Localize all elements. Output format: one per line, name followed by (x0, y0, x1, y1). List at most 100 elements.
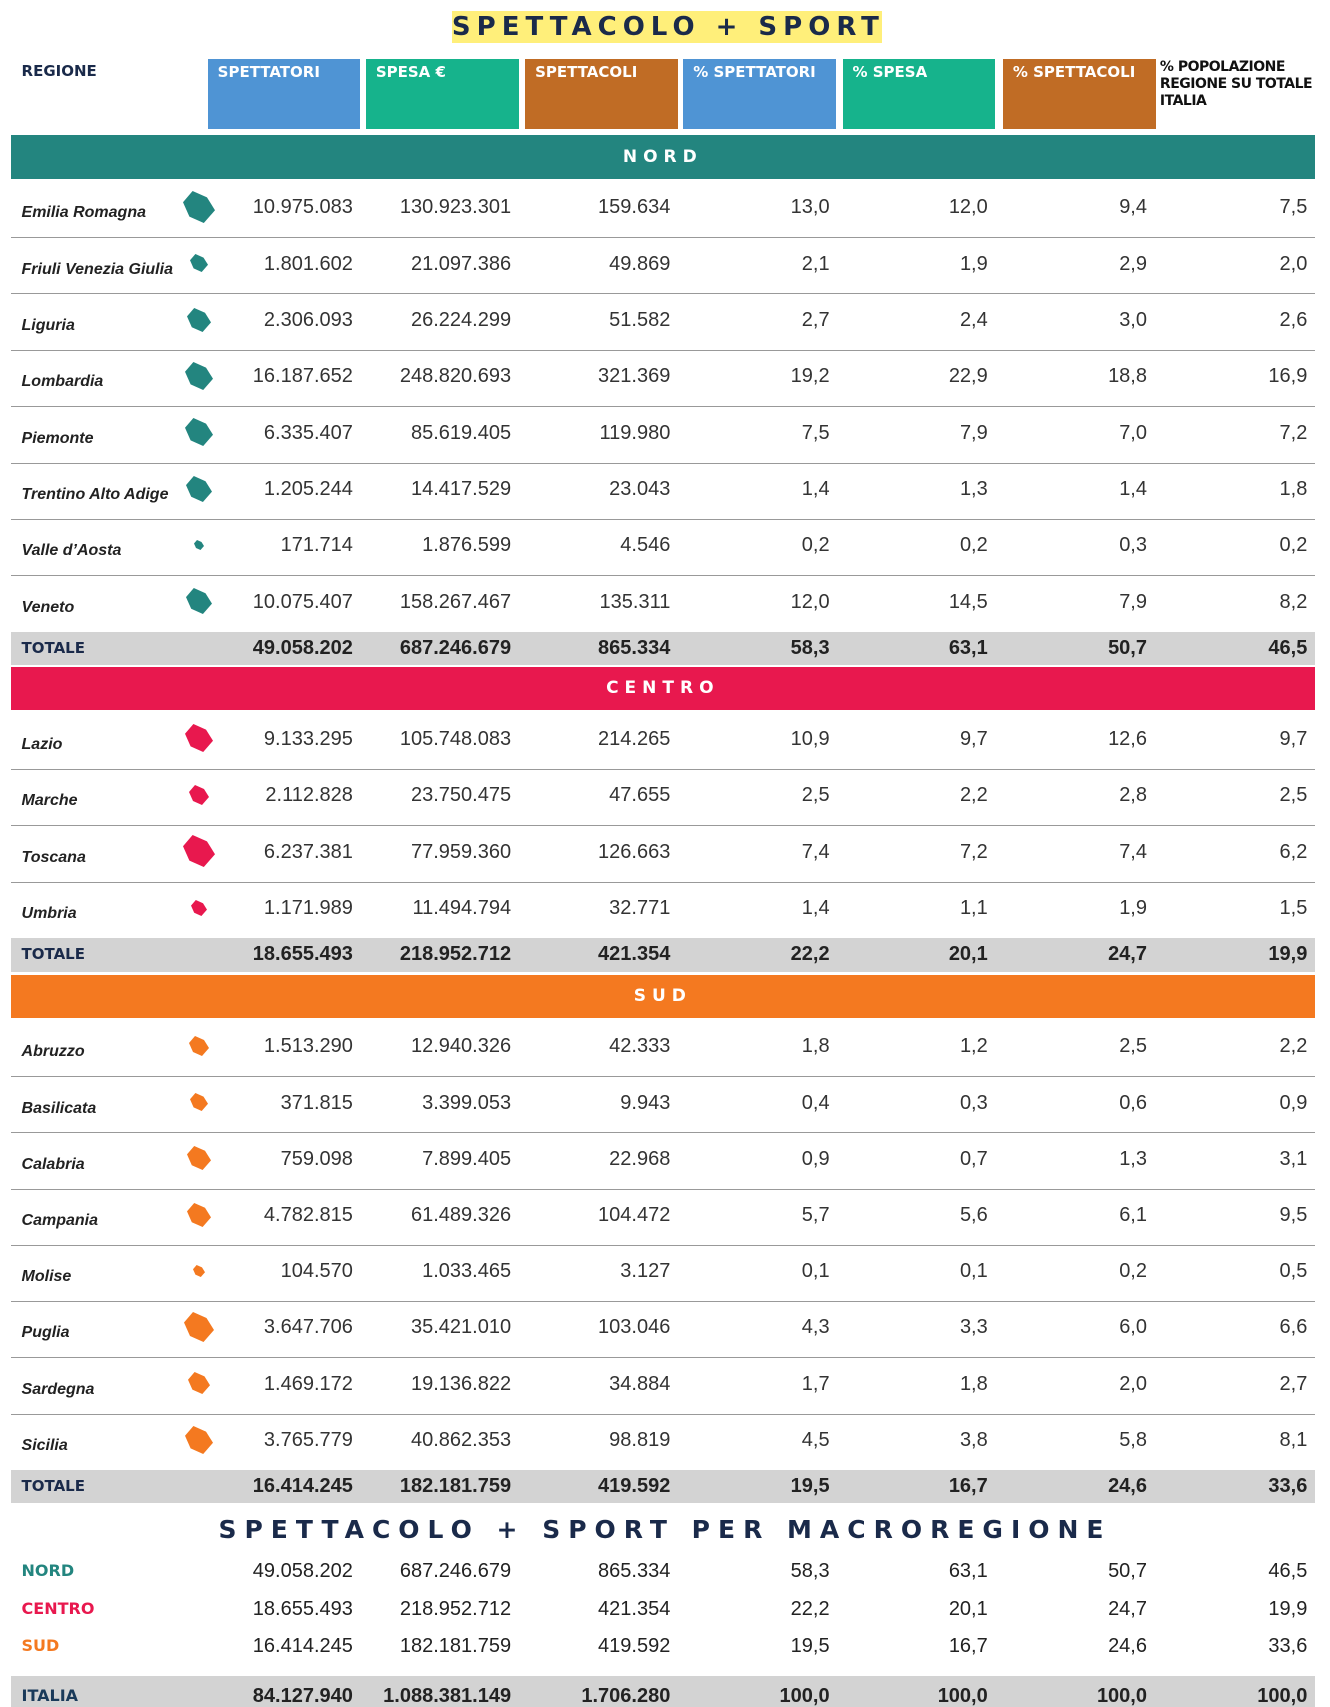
cell: 9.943 (620, 1091, 671, 1114)
summary-cell: 19,9 (1268, 1597, 1308, 1620)
region-map (186, 588, 213, 615)
total-cell: 24,6 (1108, 1474, 1147, 1497)
cell: 12,0 (948, 196, 988, 219)
cell: 7,2 (959, 840, 988, 863)
header-cell: SPETTATORI (207, 59, 361, 130)
cell: 5,6 (959, 1204, 988, 1227)
total-row (10, 631, 1315, 665)
cell: 214.265 (598, 727, 671, 750)
total-cell: 419.592 (598, 1474, 671, 1497)
cell: 9,7 (959, 727, 988, 750)
summary-cell: 46,5 (1268, 1559, 1308, 1582)
row-divider (10, 237, 1315, 239)
region-map (185, 418, 214, 447)
cell: 321.369 (598, 365, 671, 388)
cell: 0,6 (1119, 1091, 1147, 1114)
region-name: Abruzzo (21, 1043, 85, 1061)
summary-cell: 16.414.245 (252, 1635, 353, 1658)
cell: 32.771 (609, 897, 671, 920)
cell: 16.187.652 (252, 365, 353, 388)
summary-cell: 22,2 (790, 1597, 830, 1620)
total-cell: 421.354 (598, 943, 671, 966)
cell: 3,0 (1119, 308, 1147, 331)
region-map (193, 1264, 206, 1277)
header-cell: SPETTACOLI (525, 59, 678, 130)
cell: 2,7 (1279, 1372, 1308, 1395)
row-divider (10, 293, 1315, 295)
region-name: Friuli Venezia Giulia (21, 260, 173, 278)
total-row (10, 938, 1315, 972)
total-cell: 46,5 (1268, 636, 1308, 659)
region-map (190, 1093, 209, 1112)
row-divider (10, 575, 1315, 577)
row-divider (10, 1188, 1315, 1190)
summary-cell: 100,0 (779, 1684, 830, 1707)
cell: 2,5 (801, 784, 830, 807)
cell: 23.043 (609, 477, 671, 500)
cell: 7,9 (1119, 590, 1147, 613)
cell: 1.876.599 (422, 534, 512, 557)
summary-cell: 24,7 (1108, 1597, 1147, 1620)
cell: 10,9 (790, 727, 830, 750)
cell: 104.472 (598, 1204, 671, 1227)
cell: 40.862.353 (410, 1428, 512, 1451)
cell: 49.869 (609, 252, 671, 275)
cell: 103.046 (598, 1316, 671, 1339)
cell: 158.267.467 (399, 590, 512, 613)
cell: 7,9 (959, 421, 988, 444)
summary-cell: 19,5 (790, 1635, 830, 1658)
cell: 105.748.083 (399, 727, 512, 750)
region-map (194, 539, 205, 550)
region-name: Lombardia (21, 373, 104, 391)
region-name: Veneto (21, 598, 75, 616)
cell: 0,3 (959, 1091, 988, 1114)
region-name: Sardegna (21, 1380, 95, 1398)
cell: 19.136.822 (410, 1372, 512, 1395)
total-cell: 16,7 (948, 1474, 988, 1497)
total-cell: 49.058.202 (252, 636, 353, 659)
section-band: SUD (10, 974, 1315, 1018)
region-name: Sicilia (21, 1436, 68, 1454)
row-divider (10, 518, 1315, 520)
cell: 1.801.602 (263, 252, 353, 275)
cell: 0,2 (959, 534, 988, 557)
cell: 248.820.693 (399, 365, 512, 388)
region-map (191, 899, 208, 916)
cell: 2.112.828 (265, 784, 353, 807)
region-name: Emilia Romagna (21, 204, 146, 222)
header-cell: % SPETTATORI (683, 59, 837, 130)
header-cell: % SPETTACOLI (1002, 59, 1156, 130)
region-name: Molise (21, 1268, 72, 1286)
cell: 1.205.244 (263, 477, 353, 500)
cell: 9,5 (1279, 1204, 1308, 1227)
title: SPETTACOLO + SPORT (451, 10, 885, 44)
total-row (10, 1469, 1315, 1504)
cell: 1,8 (959, 1372, 988, 1395)
cell: 22.968 (609, 1147, 671, 1170)
cell: 6,2 (1279, 840, 1308, 863)
cell: 1,9 (1119, 897, 1147, 920)
cell: 3.127 (620, 1260, 671, 1283)
summary-cell: 865.334 (598, 1559, 671, 1582)
cell: 11.494.794 (412, 897, 512, 920)
cell: 7,5 (1279, 196, 1308, 219)
cell: 1,4 (801, 897, 830, 920)
cell: 1,7 (801, 1372, 830, 1395)
total-cell: 20,1 (948, 943, 988, 966)
summary-cell: 20,1 (948, 1597, 988, 1620)
row-divider (10, 825, 1315, 827)
row-divider (10, 1301, 1315, 1303)
summary-cell: 218.952.712 (399, 1597, 512, 1620)
row-divider (10, 1413, 1315, 1415)
region-map (185, 1425, 214, 1454)
cell: 2,8 (1119, 784, 1147, 807)
cell: 34.884 (609, 1372, 671, 1395)
cell: 0,1 (801, 1260, 830, 1283)
cell: 2,9 (1119, 252, 1147, 275)
region-map (186, 475, 213, 502)
cell: 0,3 (1119, 534, 1147, 557)
region-name: Puglia (21, 1324, 70, 1342)
cell: 4.782.815 (263, 1204, 353, 1227)
cell: 1,3 (959, 477, 988, 500)
cell: 6.237.381 (263, 840, 353, 863)
